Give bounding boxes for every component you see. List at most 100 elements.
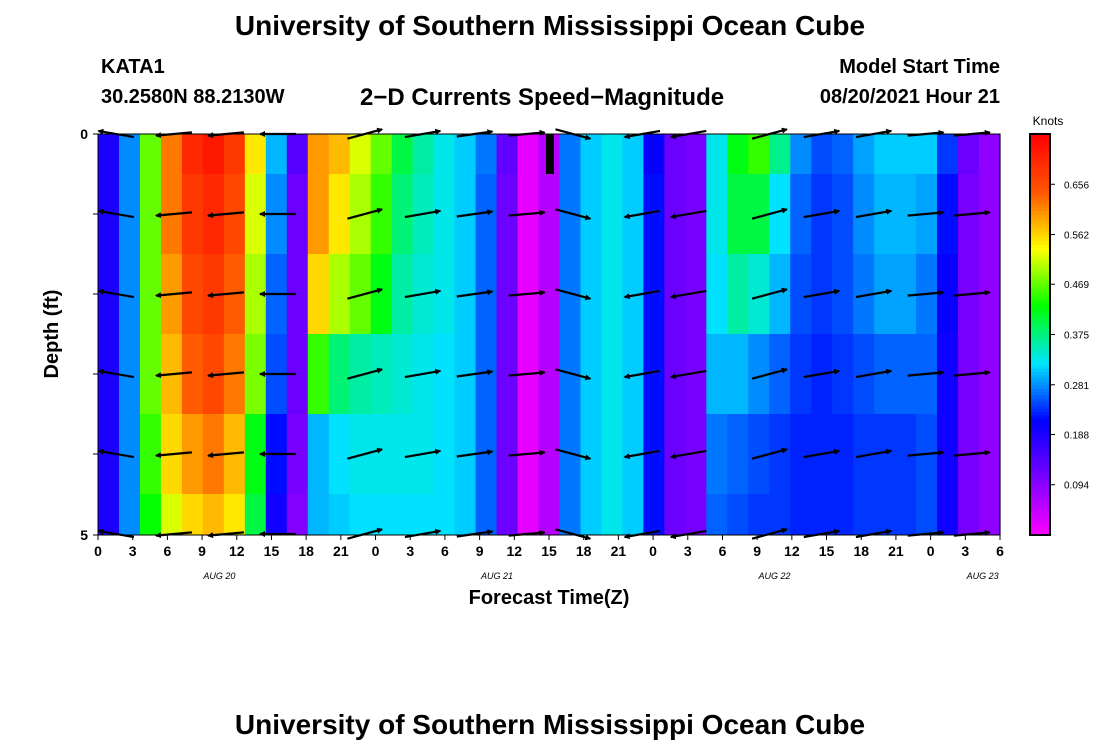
colorbar-segment: [1030, 484, 1050, 489]
heatmap-cell: [202, 494, 225, 535]
heatmap-cell: [181, 494, 204, 535]
current-vector: [803, 208, 841, 219]
heatmap-cell: [286, 494, 309, 535]
colorbar-segment: [1030, 317, 1050, 322]
colorbar-segment: [1030, 401, 1050, 406]
heatmap-cell: [580, 134, 603, 174]
heatmap-cell: [853, 494, 875, 535]
x-tick-label: 21: [888, 543, 904, 559]
station-coords: 30.2580N 88.2130W: [101, 86, 285, 108]
heatmap-cell: [433, 174, 456, 254]
heatmap-cell: [391, 134, 414, 174]
colorbar-segment: [1030, 381, 1050, 386]
heatmap-cell: [391, 254, 414, 334]
heatmap-cell: [307, 494, 330, 535]
heatmap-cell: [517, 134, 540, 174]
heatmap-cell: [244, 494, 267, 535]
heatmap-cell: [244, 254, 267, 334]
heatmap-cell: [895, 254, 917, 334]
current-vector: [751, 447, 788, 460]
heatmap-cell: [769, 134, 791, 174]
heatmap-cell: [811, 494, 833, 535]
heatmap-cell: [496, 334, 519, 414]
heatmap-cell: [832, 414, 854, 494]
model-start-value: 08/20/2021 Hour 21: [819, 86, 1000, 108]
colorbar-segment: [1030, 254, 1050, 259]
heatmap-cell: [538, 494, 561, 535]
colorbar-segment: [1030, 220, 1050, 225]
x-tick-label: 3: [684, 543, 692, 559]
colorbar-segment: [1030, 481, 1050, 486]
current-vector: [623, 529, 661, 540]
heatmap-cell: [244, 174, 267, 254]
heatmap-cell: [98, 174, 120, 254]
colorbar-segment: [1030, 260, 1050, 265]
heatmap-cell: [685, 494, 707, 535]
colorbar-segment: [1030, 357, 1050, 362]
heatmap-cell: [370, 174, 393, 254]
colorbar-segment: [1030, 184, 1050, 189]
heatmap-cell: [559, 134, 582, 174]
heatmap-cell: [496, 174, 519, 254]
colorbar-segment: [1030, 307, 1050, 312]
heatmap-cell: [832, 134, 854, 174]
colorbar-tick-label: 0.656: [1064, 180, 1089, 191]
heatmap-cell: [517, 494, 540, 535]
heatmap-cell: [769, 254, 791, 334]
colorbar-segment: [1030, 301, 1050, 306]
current-vector: [97, 368, 135, 379]
x-tick-label: 18: [853, 543, 869, 559]
current-vector: [751, 207, 788, 220]
heatmap-cell: [98, 334, 120, 414]
current-vector: [623, 369, 661, 380]
colorbar-segment: [1030, 244, 1050, 249]
current-vector: [855, 288, 893, 299]
colorbar-segment: [1030, 174, 1050, 179]
heatmap-cell: [223, 494, 246, 535]
colorbar-segment: [1030, 164, 1050, 169]
heatmap-cell: [895, 134, 917, 174]
heatmap-cell: [412, 134, 435, 174]
heatmap-cell: [202, 134, 225, 174]
colorbar-segment: [1030, 451, 1050, 456]
heatmap-cell: [937, 494, 959, 535]
heatmap-cell: [139, 174, 162, 254]
heatmap-cell: [895, 334, 917, 414]
heatmap-cell: [265, 494, 288, 535]
current-vector: [855, 448, 893, 459]
heatmap-cell: [769, 414, 791, 494]
colorbar-segment: [1030, 264, 1050, 269]
x-tick-label: 12: [784, 543, 800, 559]
heatmap-cell: [853, 174, 875, 254]
heatmap-cell: [979, 494, 1001, 535]
heatmap-cell: [790, 134, 812, 174]
heatmap-cell: [412, 494, 435, 535]
colorbar-segment: [1030, 240, 1050, 245]
heatmap-cell: [622, 174, 644, 254]
heatmap-cell: [454, 254, 477, 334]
colorbar-segment: [1030, 144, 1050, 148]
heatmap-cell: [349, 494, 372, 535]
heatmap-cell: [118, 174, 141, 254]
heatmap-cell: [622, 414, 644, 494]
x-tick-label: 18: [298, 543, 314, 559]
colorbar-segment: [1030, 271, 1050, 275]
heatmap-cell: [244, 134, 267, 174]
heatmap-cell: [937, 134, 959, 174]
heatmap-cell: [160, 134, 183, 174]
colorbar-segment: [1030, 461, 1050, 466]
current-vector: [404, 368, 442, 379]
current-vector: [623, 449, 661, 460]
x-tick-label: 12: [507, 543, 523, 559]
heatmap-cell: [475, 334, 498, 414]
colorbar-segment: [1030, 404, 1050, 409]
heatmap-cell: [601, 334, 624, 414]
current-vector: [155, 371, 192, 379]
heatmap-cell: [370, 334, 393, 414]
heatmap-cell: [139, 414, 162, 494]
heatmap-cell: [349, 134, 372, 174]
colorbar-segment: [1030, 518, 1050, 523]
current-vector: [207, 371, 244, 379]
heatmap-cell: [895, 414, 917, 494]
heatmap-cell: [685, 414, 707, 494]
